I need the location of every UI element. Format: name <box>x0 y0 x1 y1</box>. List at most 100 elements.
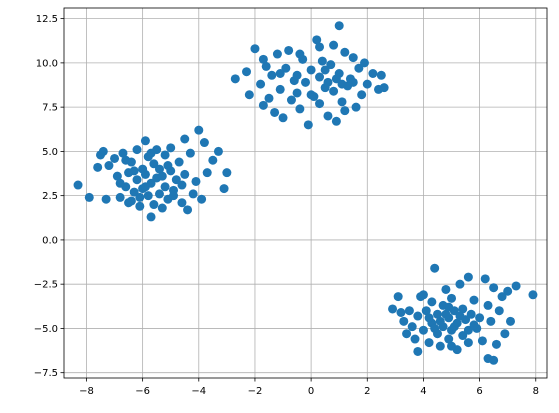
grid-lines <box>64 8 547 378</box>
data-point <box>469 320 479 330</box>
data-point <box>171 175 181 185</box>
data-point <box>396 307 406 317</box>
data-point <box>115 192 125 202</box>
data-point <box>191 176 201 186</box>
x-tick-label: 4 <box>420 386 426 397</box>
y-tick-label: 2.5 <box>42 191 58 202</box>
data-point <box>334 21 344 31</box>
data-point <box>424 338 434 348</box>
data-point <box>315 99 325 109</box>
data-point <box>295 104 305 114</box>
data-point <box>261 61 271 71</box>
data-point <box>329 86 339 96</box>
data-point <box>469 295 479 305</box>
x-tick-label: −8 <box>79 386 94 397</box>
data-point <box>323 77 333 87</box>
data-point <box>427 297 437 307</box>
data-point <box>143 191 153 201</box>
data-point <box>399 316 409 326</box>
data-point <box>281 63 291 73</box>
data-point <box>306 65 316 75</box>
data-point <box>284 45 294 55</box>
data-point <box>180 169 190 179</box>
data-point <box>292 88 302 98</box>
data-point <box>275 69 285 79</box>
data-point <box>329 40 339 50</box>
data-point <box>402 329 412 339</box>
data-point <box>93 162 103 172</box>
data-point <box>430 323 440 333</box>
data-point <box>166 143 176 153</box>
data-point <box>177 180 187 190</box>
data-point <box>410 334 420 344</box>
data-point <box>194 125 204 135</box>
data-point <box>267 70 277 80</box>
data-point <box>174 157 184 167</box>
data-point <box>73 180 83 190</box>
data-point <box>149 159 159 169</box>
x-tick-label: −6 <box>135 386 150 397</box>
axes-frame <box>63 7 548 379</box>
data-point <box>455 279 465 289</box>
data-point <box>180 134 190 144</box>
data-point <box>101 194 111 204</box>
data-point <box>489 283 499 293</box>
data-point <box>126 196 136 206</box>
y-axis-ticks: −7.5 −5.0 −2.5 0.0 2.5 5.0 7.5 10.0 12.5 <box>34 14 64 379</box>
data-point <box>135 201 145 211</box>
data-point <box>463 338 473 348</box>
data-point <box>348 77 358 87</box>
data-point <box>497 292 507 302</box>
data-point <box>424 313 434 323</box>
data-point <box>393 292 403 302</box>
data-point <box>315 42 325 52</box>
data-point <box>348 53 358 63</box>
data-point <box>129 187 139 197</box>
data-point <box>491 339 501 349</box>
data-point <box>466 309 476 319</box>
data-point <box>264 93 274 103</box>
data-point <box>185 148 195 158</box>
data-point <box>146 148 156 158</box>
data-point <box>140 136 150 146</box>
data-point <box>213 146 223 156</box>
data-point <box>270 107 280 117</box>
data-point <box>104 161 114 171</box>
data-point <box>160 182 170 192</box>
x-axis-ticks: −8 −6 −4 −2 0 2 4 6 8 <box>79 378 539 397</box>
data-point <box>340 47 350 57</box>
data-point <box>441 309 451 319</box>
data-point <box>146 212 156 222</box>
data-points <box>73 21 538 365</box>
data-point <box>295 49 305 59</box>
data-point <box>202 168 212 178</box>
data-point <box>435 341 445 351</box>
data-point <box>230 74 240 84</box>
x-tick-label: −4 <box>191 386 206 397</box>
data-point <box>435 316 445 326</box>
data-point <box>278 113 288 123</box>
data-point <box>337 97 347 107</box>
data-point <box>160 150 170 160</box>
data-point <box>331 116 341 126</box>
data-point <box>199 138 209 148</box>
data-point <box>511 281 521 291</box>
data-point <box>149 200 159 210</box>
y-tick-label: 7.5 <box>42 103 58 114</box>
data-point <box>317 56 327 66</box>
x-tick-label: 6 <box>476 386 482 397</box>
data-point <box>250 44 260 54</box>
data-point <box>528 290 538 300</box>
data-point <box>132 145 142 155</box>
data-point <box>219 184 229 194</box>
data-point <box>418 325 428 335</box>
data-point <box>503 286 513 296</box>
x-tick-label: 8 <box>533 386 539 397</box>
y-tick-label: 12.5 <box>36 14 58 25</box>
x-tick-label: 0 <box>308 386 314 397</box>
data-point <box>432 309 442 319</box>
data-point <box>140 182 150 192</box>
data-point <box>331 74 341 84</box>
